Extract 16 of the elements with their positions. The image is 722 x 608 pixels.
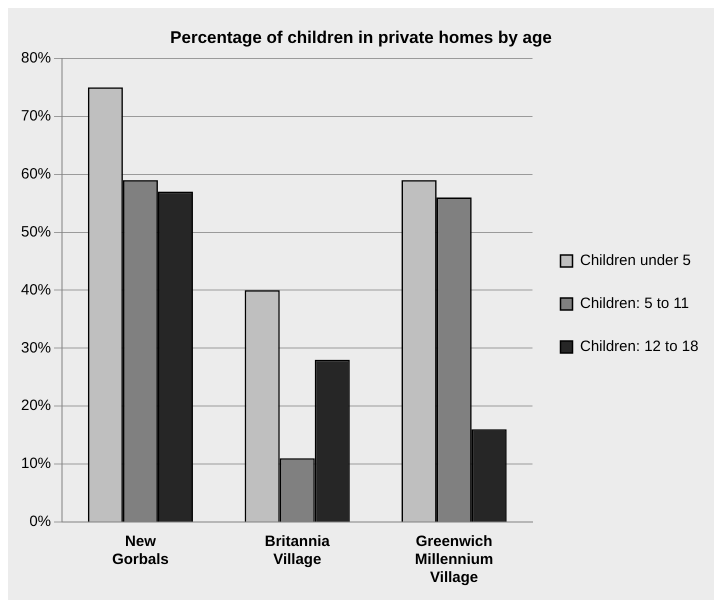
y-tick-label: 60% bbox=[20, 165, 52, 182]
y-tick-label: 80% bbox=[20, 50, 52, 67]
chart-title: Percentage of children in private homes by age bbox=[170, 28, 552, 47]
y-tick-label: 30% bbox=[20, 339, 52, 356]
legend-label: Children under 5 bbox=[580, 252, 691, 270]
y-tick-label: 70% bbox=[20, 107, 52, 124]
x-tick-label: Greenwich Millennium Village bbox=[414, 533, 494, 586]
y-tick-label: 10% bbox=[20, 455, 52, 472]
y-tick-label: 20% bbox=[20, 397, 52, 414]
x-tick-label: New Gorbals bbox=[112, 533, 169, 568]
legend-label: Children: 5 to 11 bbox=[580, 295, 689, 312]
y-tick-label: 50% bbox=[20, 223, 52, 240]
y-tick-label: 0% bbox=[29, 513, 52, 530]
legend-label: Children: 12 to 18 bbox=[580, 338, 698, 356]
y-tick-label: 40% bbox=[20, 281, 52, 298]
x-tick-label: Britannia Village bbox=[264, 533, 330, 568]
